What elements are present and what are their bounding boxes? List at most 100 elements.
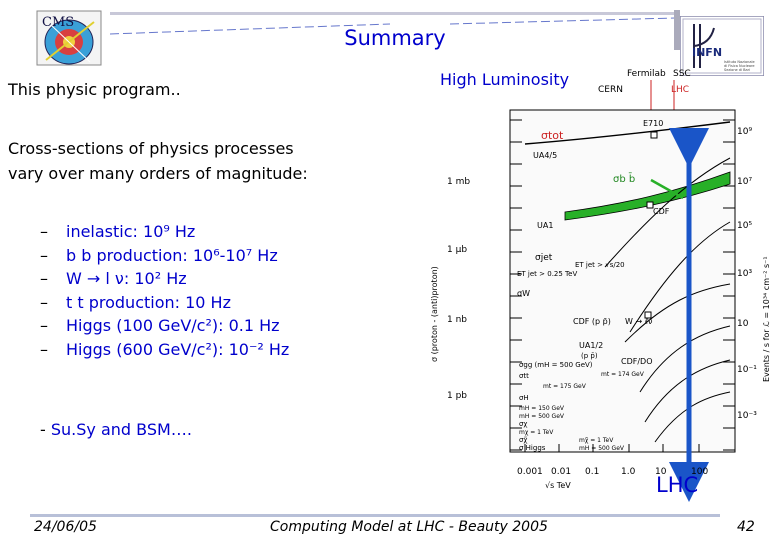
ann-sigma-h: σH xyxy=(519,394,529,402)
rate-text: Higgs (600 GeV/c²): 10⁻² Hz xyxy=(66,339,290,359)
bullet-dash: – xyxy=(40,269,48,289)
left-tick-label: 1 nb xyxy=(447,315,467,325)
ann-cdf: CDF xyxy=(653,207,670,216)
sigma-jet-curve-1 xyxy=(604,157,731,268)
rate-item: – inelastic: 10⁹ Hz xyxy=(40,220,289,244)
ann-sigma-w: σW xyxy=(517,289,530,298)
sigma-tot-curve xyxy=(524,121,731,145)
rate-list: – inelastic: 10⁹ Hz – b b production: 10⁶-… xyxy=(40,220,289,362)
cross-section-chart: Fermilab SSC CERN LHC σtot E710 UA4/5 σb… xyxy=(430,69,771,502)
infn-sub-2: di Fisica Nucleare xyxy=(724,64,755,68)
bullet-dash: – xyxy=(40,339,48,359)
ann-mh-500: mH = 500 GeV xyxy=(519,413,565,420)
right-tick-label: 10⁵ xyxy=(737,221,752,231)
header-line xyxy=(110,10,680,50)
x-tick-label: 100 xyxy=(691,467,708,477)
bsm-item: - Su.Sy and BSM…. xyxy=(40,420,192,439)
ann-ua12: UA1/2 xyxy=(579,341,603,350)
rate-text: b b production: 10⁶-10⁷ Hz xyxy=(66,245,278,265)
left-tick-labels: 1 mb 1 μb 1 nb 1 pb xyxy=(447,177,470,401)
label-ssc: SSC xyxy=(673,69,691,79)
x-axis-label: √s TeV xyxy=(545,481,571,490)
ann-sigma-jet: σjet xyxy=(535,253,553,263)
ann-sigma-gg: σgg (mH = 500 GeV) xyxy=(519,361,593,369)
label-lhc-top: LHC xyxy=(671,85,689,95)
y-axis-right-label: Events / s for ℒ = 10³⁴ cm⁻² s⁻¹ xyxy=(762,256,771,382)
ann-mt-175: mt = 175 GeV xyxy=(543,383,587,390)
ann-et-jet-2: ET jet > 0.25 TeV xyxy=(517,270,577,278)
left-tick-label: 1 pb xyxy=(447,391,467,401)
bullet-dash: - xyxy=(40,420,46,439)
bullet-dash: – xyxy=(40,292,48,312)
rate-item: – t t production: 10 Hz xyxy=(40,291,289,315)
right-tick-label: 10⁻³ xyxy=(737,411,757,421)
infn-sub-1: Istituto Nazionale xyxy=(724,60,755,64)
right-tick-labels: 10⁹ 10⁷ 10⁵ 10³ 10 10⁻¹ 10⁻³ xyxy=(737,127,757,421)
lhc-label: LHC xyxy=(656,473,699,497)
ann-mh-500-b: mH = 500 GeV xyxy=(579,445,625,452)
bullet-dash: – xyxy=(40,316,48,336)
intro-text: Cross-sections of physics processes vary… xyxy=(8,136,308,186)
x-tick-label: 0.01 xyxy=(551,467,571,477)
cms-logo: CMS xyxy=(36,10,102,66)
footer-date: 24/06/05 xyxy=(34,519,97,535)
slide-title: Summary xyxy=(344,26,446,50)
label-cern: CERN xyxy=(598,85,623,95)
ann-et-jet-1: ET jet > √s/20 xyxy=(575,261,625,269)
left-tick-label: 1 μb xyxy=(447,245,467,255)
infn-sub-3: Sezione di Bari xyxy=(724,68,750,72)
infn-logo-graphic: INFN Istituto Nazionale di Fisica Nuclea… xyxy=(679,15,765,77)
right-tick-label: 10³ xyxy=(737,269,752,279)
x-tick-label: 0.1 xyxy=(585,467,599,477)
rate-item: – W → l ν: 10² Hz xyxy=(40,267,289,291)
infn-logo: INFN Istituto Nazionale di Fisica Nuclea… xyxy=(679,15,765,77)
ann-e710: E710 xyxy=(643,119,663,128)
ann-sigma-chi-tilde: σχ̃ xyxy=(519,436,527,444)
page-number: 42 xyxy=(737,519,755,535)
label-fermilab: Fermilab xyxy=(627,69,666,79)
ann-mh-150: mH = 150 GeV xyxy=(519,405,565,412)
ann-mchi-tilde: mχ̃ = 1 TeV xyxy=(579,437,614,444)
right-tick-label: 10⁹ xyxy=(737,127,752,137)
x-tick-label: 0.001 xyxy=(517,467,543,477)
left-axis-ticks xyxy=(510,119,735,451)
marker-cdf xyxy=(646,201,654,209)
marker-cdf-w xyxy=(644,311,652,319)
ann-sigma-bb: σb b̄ xyxy=(613,172,635,185)
ann-mt-174: mt = 174 GeV xyxy=(601,371,645,378)
ann-sigma-tt: σtt xyxy=(519,372,529,380)
intro-line-2: vary over many orders of magnitude: xyxy=(8,164,308,183)
rate-text: W → l ν: 10² Hz xyxy=(66,269,187,289)
left-tick-label: 1 mb xyxy=(447,177,470,187)
footer-title: Computing Model at LHC - Beauty 2005 xyxy=(270,519,548,535)
sigma-bb-band xyxy=(564,171,731,221)
rate-item: – Higgs (600 GeV/c²): 10⁻² Hz xyxy=(40,338,289,362)
ann-ua45: UA4/5 xyxy=(533,151,557,160)
slide-subtitle: This physic program.. xyxy=(8,80,181,99)
ann-ua1: UA1 xyxy=(537,221,553,230)
right-tick-label: 10⁻¹ xyxy=(737,365,757,375)
cms-logo-text: CMS xyxy=(42,15,74,30)
ann-sigma-tot: σtot xyxy=(541,129,564,142)
x-tick-label: 1.0 xyxy=(621,467,636,477)
high-luminosity-heading: High Luminosity xyxy=(440,70,570,89)
marker-e710 xyxy=(650,131,658,139)
ann-sigma-chi: σχ xyxy=(519,420,527,428)
footer-line xyxy=(30,514,720,517)
ann-cdf-do: CDF/DO xyxy=(621,357,653,366)
rate-item: – b b production: 10⁶-10⁷ Hz xyxy=(40,244,289,268)
infn-logo-text: INFN xyxy=(692,46,722,59)
right-tick-label: 10⁷ xyxy=(737,177,752,187)
ann-ppbar: (p p̄) xyxy=(581,352,598,360)
rate-text: inelastic: 10⁹ Hz xyxy=(66,222,196,241)
bullet-dash: – xyxy=(40,245,48,265)
bullet-dash: – xyxy=(40,222,48,241)
ann-w-lnu: W → ℓν xyxy=(625,317,653,326)
ann-sigma-higgs: σ Higgs xyxy=(519,444,546,452)
intro-line-1: Cross-sections of physics processes xyxy=(8,139,294,158)
bsm-text: Su.Sy and BSM…. xyxy=(50,420,192,439)
rate-text: t t production: 10 Hz xyxy=(66,292,231,312)
right-tick-label: 10 xyxy=(737,319,749,329)
rate-item: – Higgs (100 GeV/c²): 0.1 Hz xyxy=(40,314,289,338)
ann-mchi: mχ = 1 TeV xyxy=(519,429,554,436)
